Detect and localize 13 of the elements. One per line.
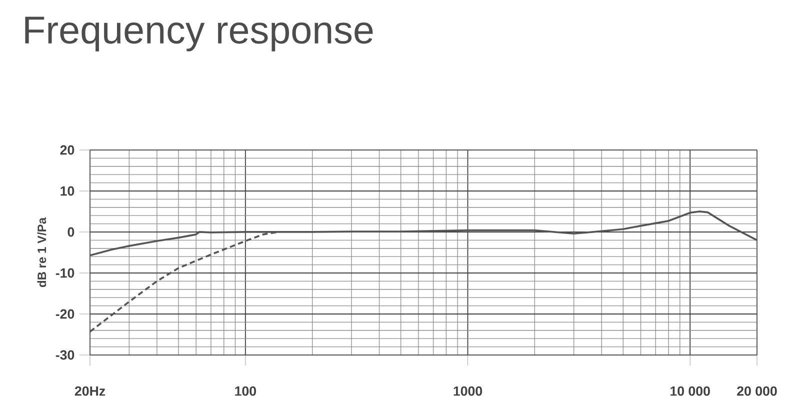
x-tick-label: 10 000 bbox=[670, 386, 710, 396]
y-tick-label: 0 bbox=[68, 227, 74, 237]
y-tick-label: -30 bbox=[56, 350, 74, 360]
x-tick-label: 1000 bbox=[454, 386, 482, 396]
y-axis-title: dB re 1 V/Pa bbox=[37, 217, 46, 287]
x-tick-label: 20 000 bbox=[737, 386, 777, 396]
y-tick-label: 10 bbox=[60, 186, 74, 196]
y-tick-label: -20 bbox=[56, 309, 74, 319]
y-tick-label: -10 bbox=[56, 268, 74, 278]
chart-title: Frequency response bbox=[25, 16, 373, 52]
x-tick-label: 100 bbox=[235, 386, 256, 396]
x-tick-label: 20Hz bbox=[74, 386, 106, 396]
y-tick-label: 20 bbox=[60, 145, 74, 155]
